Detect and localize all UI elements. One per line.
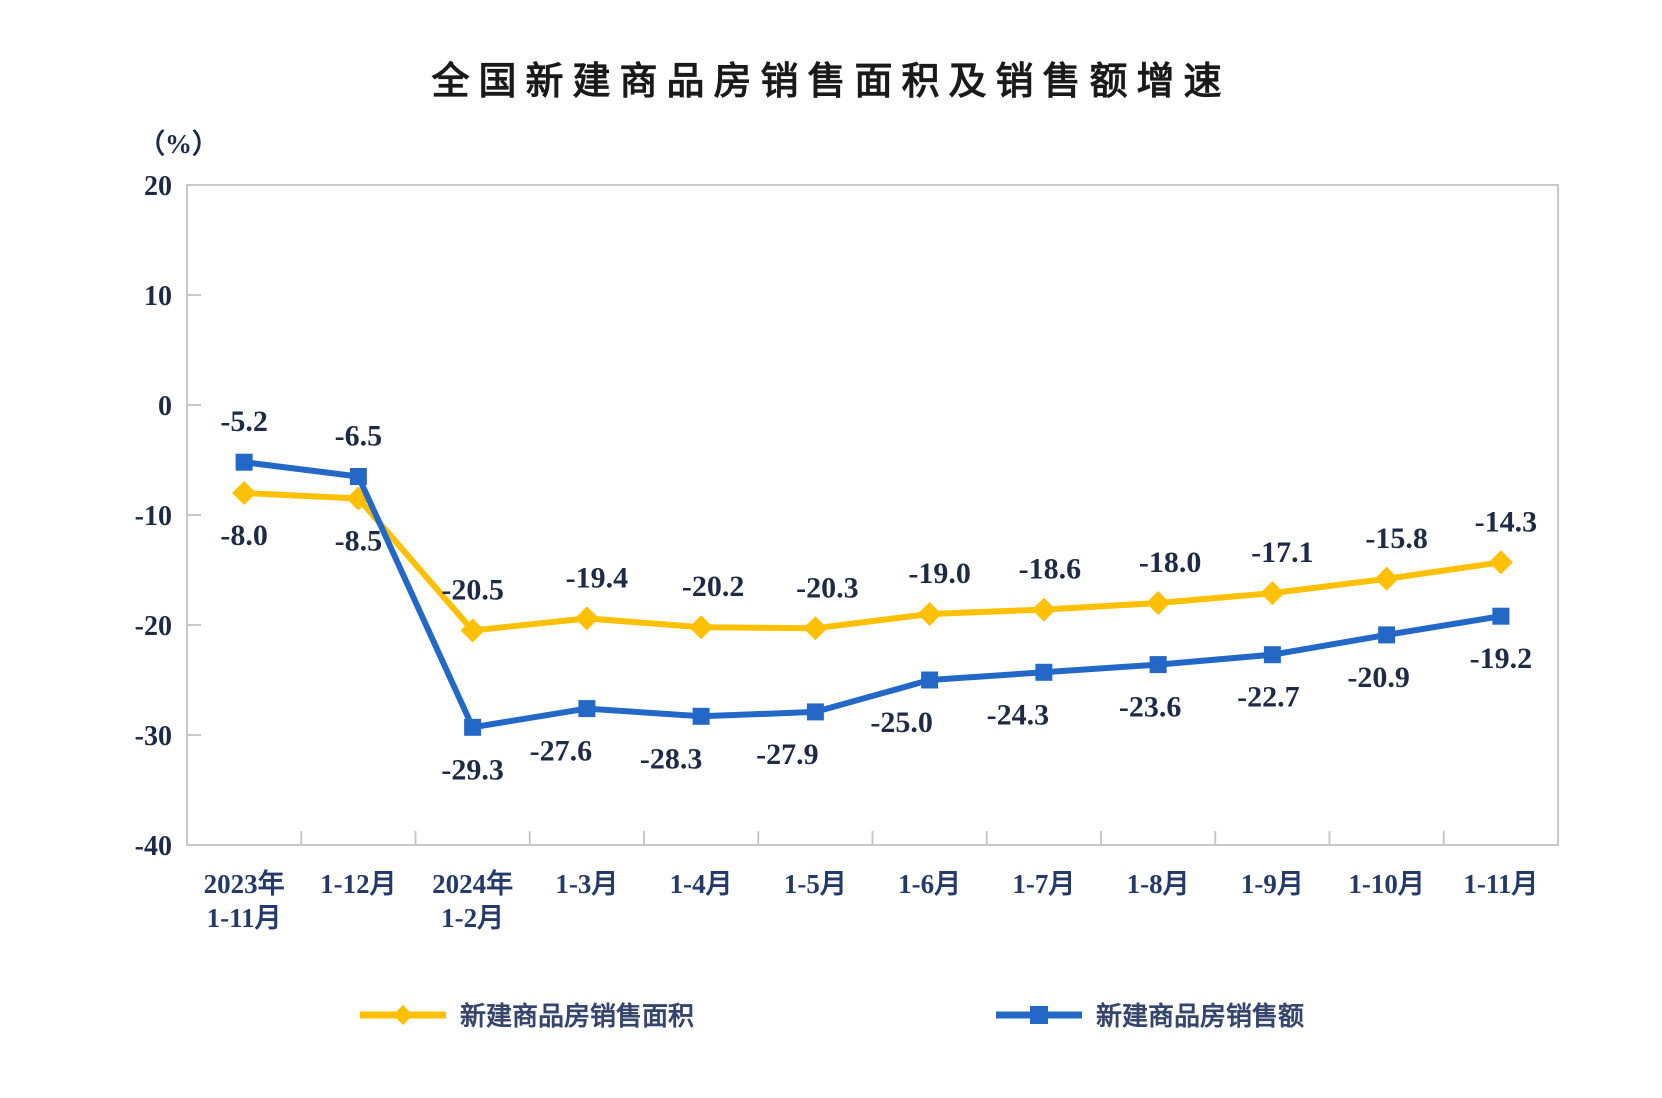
data-point-diamond-marker [1031, 597, 1056, 622]
legend: 新建商品房销售面积 新建商品房销售额 [0, 996, 1662, 1033]
data-label: -5.2 [220, 405, 268, 438]
x-axis-label: 1-2月 [441, 903, 504, 933]
x-axis-label: 1-11月 [207, 903, 282, 933]
data-label: -25.0 [870, 706, 933, 739]
data-label: -8.0 [220, 519, 268, 552]
y-tick-label: 0 [158, 391, 172, 422]
data-label: -28.3 [640, 742, 703, 775]
legend-label-sales-amount: 新建商品房销售额 [1096, 1002, 1305, 1031]
data-point-diamond-marker [574, 606, 599, 631]
data-label: -23.6 [1119, 691, 1182, 724]
data-label: -20.5 [441, 574, 504, 607]
legend-label-sales-area: 新建商品房销售面积 [459, 1002, 694, 1031]
x-axis-label: 1-12月 [320, 869, 397, 899]
chart-title: 全国新建商品房销售面积及销售额增速 [431, 61, 1231, 103]
series-line-0 [241, 490, 1504, 634]
data-point-square-marker [578, 700, 596, 718]
data-label: -27.9 [756, 738, 819, 771]
data-point-square-marker [349, 468, 367, 485]
data-label: -20.3 [796, 571, 859, 604]
plot-border [186, 184, 1559, 846]
data-label: -19.0 [908, 557, 971, 590]
data-point-square-marker [1378, 626, 1396, 644]
x-axis-label: 1-4月 [670, 869, 733, 899]
data-point-square-marker [1263, 646, 1281, 664]
data-label: -17.1 [1251, 536, 1314, 569]
data-point-diamond-marker [1488, 550, 1513, 575]
data-point-diamond-marker [1146, 591, 1171, 615]
y-tick-label: -30 [135, 721, 172, 752]
series-line-1 [241, 459, 1504, 731]
x-axis-label: 2024年 [432, 868, 513, 899]
legend-line-diamond-icon [359, 1004, 446, 1025]
y-axis-unit-label: （%） [138, 129, 219, 159]
y-tick-label: -40 [135, 831, 172, 862]
data-label: -19.4 [566, 561, 629, 594]
x-axis-label: 1-10月 [1348, 869, 1425, 899]
data-point-square-marker [921, 671, 939, 689]
data-point-square-marker [464, 718, 482, 736]
y-tick-label: -20 [135, 611, 172, 642]
y-tick-label: 10 [144, 281, 172, 312]
x-axis-label: 1-5月 [784, 869, 847, 899]
data-point-diamond-marker [1260, 581, 1285, 606]
data-point-diamond-marker [803, 616, 828, 641]
data-point-square-marker [1035, 663, 1053, 681]
data-label: -27.6 [530, 735, 593, 768]
data-label: -15.8 [1365, 522, 1428, 555]
x-axis-label: 1-7月 [1012, 869, 1075, 899]
x-axis-label: 1-9月 [1241, 869, 1304, 899]
data-label: -22.7 [1237, 681, 1300, 714]
data-point-square-marker [1149, 656, 1167, 674]
data-point-diamond-marker [460, 618, 485, 643]
data-point-diamond-marker [1374, 566, 1399, 591]
legend-item-sales-area: 新建商品房销售面积 [358, 996, 694, 1033]
data-label: -20.2 [682, 570, 745, 603]
x-axis-label: 1-3月 [555, 869, 618, 899]
x-axis-label: 2023年 [204, 868, 285, 899]
x-axis-label: 1-8月 [1127, 869, 1190, 899]
data-label: -14.3 [1475, 505, 1538, 538]
data-point-square-marker [806, 703, 824, 721]
y-tick-label: -10 [135, 501, 172, 532]
legend-line-square-icon [996, 1005, 1082, 1024]
legend-item-sales-amount: 新建商品房销售额 [994, 996, 1304, 1033]
data-label: -18.0 [1139, 546, 1202, 579]
data-point-square-marker [235, 453, 253, 471]
data-label: -19.2 [1470, 642, 1533, 675]
data-label: -24.3 [987, 698, 1050, 731]
data-point-square-marker [1492, 607, 1510, 625]
data-label: -6.5 [335, 420, 383, 453]
x-axis-label: 1-11月 [1463, 869, 1538, 899]
data-point-diamond-marker [689, 615, 714, 640]
data-label: -29.3 [441, 753, 504, 786]
data-label: -8.5 [335, 525, 383, 558]
data-point-diamond-marker [232, 481, 257, 505]
data-label: -20.9 [1347, 661, 1410, 694]
data-label: -18.6 [1019, 553, 1082, 586]
x-axis-label: 1-6月 [898, 869, 961, 899]
y-tick-label: 20 [144, 171, 172, 202]
data-point-diamond-marker [917, 602, 942, 626]
data-point-square-marker [692, 707, 710, 725]
